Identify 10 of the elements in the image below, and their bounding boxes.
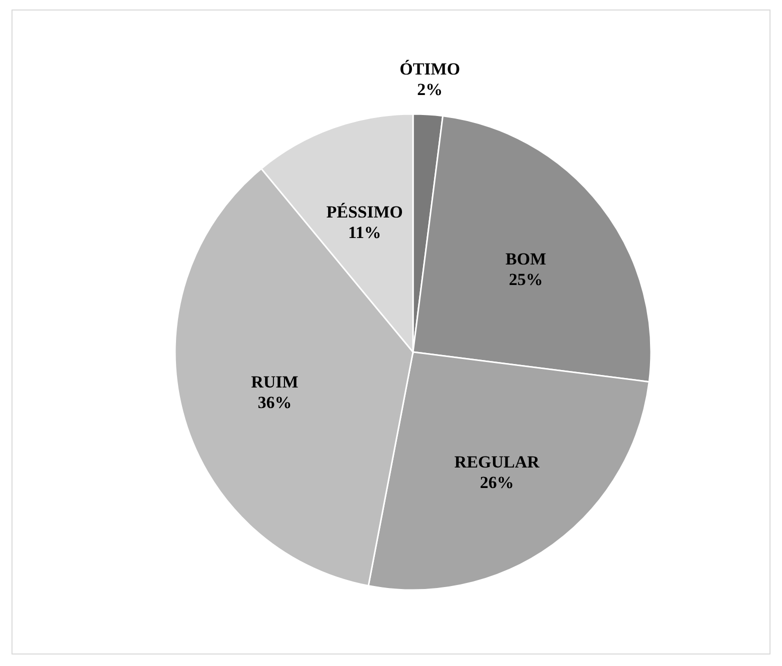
data-label: 11% xyxy=(348,223,382,242)
slice-label: PÉSSIMO xyxy=(326,202,403,222)
slice-label: ÓTIMO xyxy=(400,60,460,79)
slice-label: REGULAR xyxy=(454,452,540,472)
slice-label: BOM xyxy=(506,249,546,268)
data-label: 25% xyxy=(508,270,543,289)
data-label: 2% xyxy=(417,80,443,99)
data-label: 36% xyxy=(258,392,292,412)
slice-label: RUIM xyxy=(251,372,298,392)
data-label: 26% xyxy=(480,472,514,492)
